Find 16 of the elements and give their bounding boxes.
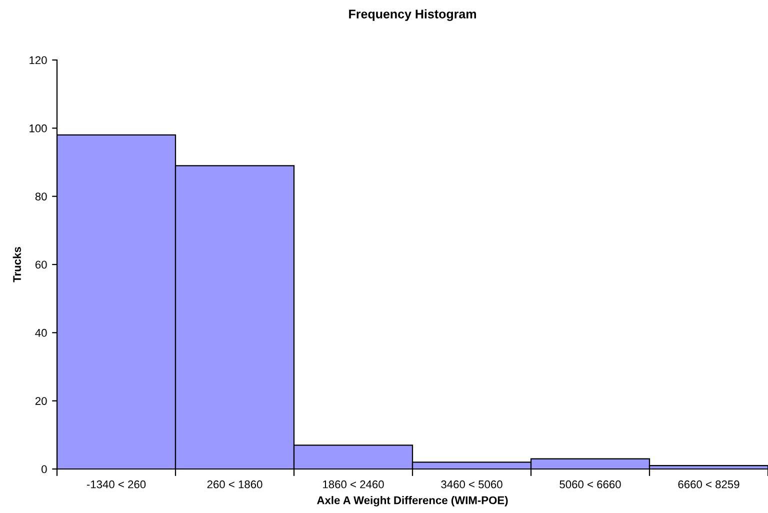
- x-tick-label: 260 < 1860: [207, 480, 262, 488]
- x-tick-label: 1860 < 2460: [323, 480, 384, 488]
- y-tick-label: 80: [35, 192, 47, 200]
- y-tick-label: 20: [35, 397, 47, 405]
- x-tick-label: 5060 < 6660: [560, 480, 621, 488]
- y-tick-label: 120: [30, 56, 47, 64]
- y-tick-label: 60: [35, 260, 47, 269]
- y-axis-title: Trucks: [12, 247, 21, 282]
- chart-title: Frequency Histogram: [349, 9, 476, 21]
- x-tick-label: -1340 < 260: [86, 480, 146, 488]
- x-tick-label: 6660 < 8259: [678, 480, 740, 488]
- y-tick-label: 40: [35, 328, 47, 337]
- x-axis-title: Axle A Weight Difference (WIM-POE): [316, 496, 508, 506]
- x-tick-label: 3460 < 5060: [441, 480, 502, 488]
- y-tick-label: 100: [30, 124, 47, 132]
- y-tick-label: 0: [42, 465, 47, 474]
